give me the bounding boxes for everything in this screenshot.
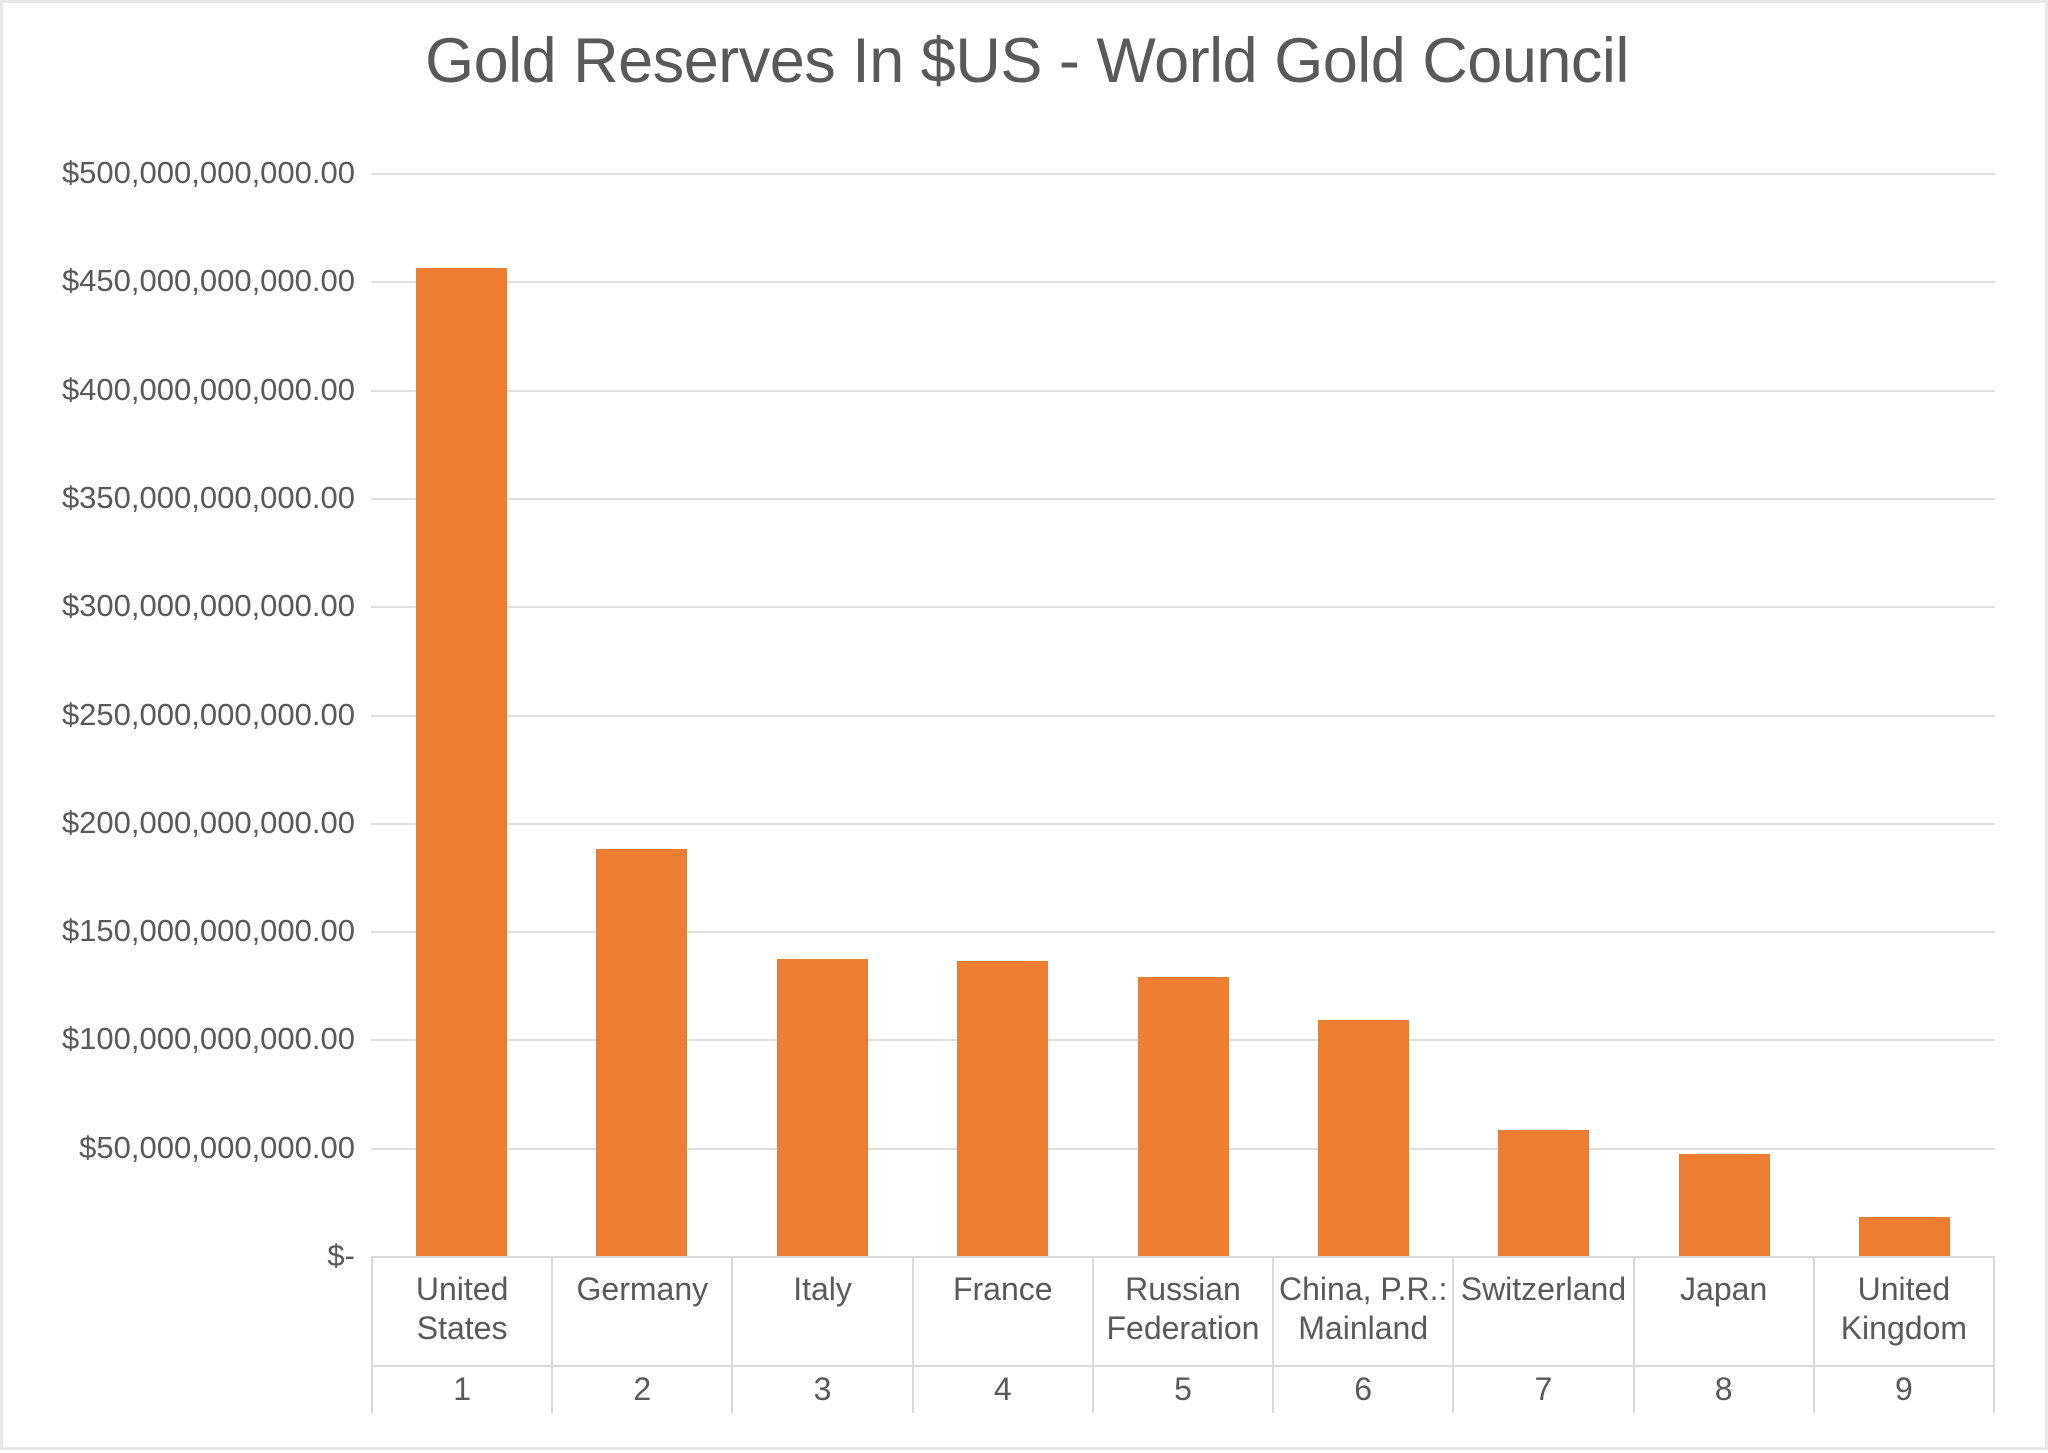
x-axis-category-cell: France 4 [913, 1258, 1094, 1413]
x-axis-category-label: Italy [793, 1271, 852, 1307]
x-axis-category-cell: United Kingdom 9 [1814, 1258, 1995, 1413]
bar[interactable] [957, 961, 1049, 1256]
y-axis-tick-label: $300,000,000,000.00 [61, 588, 355, 624]
y-axis-tick-label: $50,000,000,000.00 [79, 1129, 355, 1165]
x-axis-category-cell: Russian Federation 5 [1093, 1258, 1275, 1413]
x-axis-rank-box: 7 [1454, 1364, 1633, 1413]
gridline [371, 714, 1995, 717]
x-axis-category-label: United States [415, 1271, 509, 1347]
y-axis: $- $50,000,000,000.00 $100,000,000,000.00 $… [3, 3, 355, 1453]
gridline [371, 822, 1995, 825]
x-axis-rank-label: 3 [813, 1371, 832, 1408]
x-axis-category-cell: Switzerland 7 [1454, 1258, 1635, 1413]
x-axis-category-name-box: China, P.R.: Mainland [1274, 1258, 1452, 1365]
x-axis-category-label: Germany [576, 1271, 709, 1307]
x-axis-rank-label: 7 [1534, 1371, 1553, 1408]
x-axis-category-name-box: Italy [733, 1258, 911, 1365]
x-axis-rank-label: 8 [1714, 1371, 1733, 1408]
y-axis-tick-label: $150,000,000,000.00 [61, 913, 355, 949]
x-axis-category-cell: United States 1 [373, 1258, 554, 1413]
x-axis-category-label: France [952, 1271, 1053, 1307]
x-axis-category-cell: Italy 3 [733, 1258, 914, 1413]
x-axis-rank-label: 2 [633, 1371, 652, 1408]
y-axis-tick-label: $250,000,000,000.00 [61, 696, 355, 732]
gridline [371, 497, 1995, 500]
x-axis-category-label: Japan [1680, 1271, 1768, 1307]
x-axis-rank-box: 6 [1274, 1364, 1453, 1413]
x-axis-category-cell: Japan 8 [1634, 1258, 1815, 1413]
y-axis-tick-label: $200,000,000,000.00 [61, 804, 355, 840]
x-axis-rank-label: 9 [1894, 1371, 1913, 1408]
gridline [371, 389, 1995, 392]
bar[interactable] [776, 959, 868, 1256]
gridline [371, 606, 1995, 609]
bar[interactable] [596, 848, 688, 1256]
y-axis-tick-label: $100,000,000,000.00 [61, 1021, 355, 1057]
x-axis-rank-label: 4 [993, 1371, 1012, 1408]
x-axis-category-label: Russian Federation [1106, 1271, 1260, 1347]
bar[interactable] [1678, 1154, 1770, 1256]
x-axis-category-name-box: Switzerland [1454, 1258, 1632, 1365]
x-axis-category-table: United States 1 Germany 2 Italy 3 France 4 Russi… [371, 1256, 1995, 1413]
y-axis-tick-label: $450,000,000,000.00 [61, 263, 355, 299]
bar[interactable] [1317, 1019, 1409, 1256]
plot-area [371, 173, 1995, 1256]
x-axis-rank-box: 3 [733, 1364, 912, 1413]
x-axis-rank-label: 6 [1354, 1371, 1373, 1408]
x-axis-rank-box: 5 [1093, 1364, 1273, 1413]
x-axis-category-cell: China, P.R.: Mainland 6 [1274, 1258, 1455, 1413]
x-axis-category-label: Switzerland [1460, 1271, 1627, 1307]
x-axis-rank-label: 5 [1174, 1371, 1192, 1408]
y-axis-tick-label: $500,000,000,000.00 [61, 155, 355, 190]
bar[interactable] [1498, 1130, 1590, 1256]
bar[interactable] [1859, 1217, 1951, 1256]
gridline [371, 931, 1995, 934]
x-axis-rank-label: 1 [453, 1371, 471, 1408]
x-axis-category-cell: Germany 2 [553, 1258, 734, 1413]
y-axis-tick-label: $- [327, 1238, 355, 1273]
y-axis-tick-label: $400,000,000,000.00 [61, 371, 355, 407]
x-axis-rank-box: 1 [373, 1364, 552, 1413]
x-axis-category-label: United Kingdom [1840, 1271, 1967, 1347]
bar[interactable] [1137, 976, 1229, 1256]
x-axis-rank-box: 2 [553, 1364, 732, 1413]
x-axis-rank-box: 8 [1634, 1364, 1813, 1413]
x-axis-rank-box: 4 [913, 1364, 1092, 1413]
x-axis-category-name-box: France [914, 1258, 1092, 1365]
chart-title: Gold Reserves In $US - World Gold Counci… [425, 26, 1629, 96]
gridline [371, 281, 1995, 284]
x-axis-category-name-box: United States [373, 1258, 551, 1365]
x-axis-rank-box: 9 [1814, 1364, 1993, 1413]
bar[interactable] [415, 268, 507, 1256]
x-axis-category-name-box: United Kingdom [1815, 1258, 1993, 1365]
x-axis-category-label: China, P.R.: Mainland [1279, 1271, 1448, 1347]
y-axis-tick-label: $350,000,000,000.00 [61, 479, 355, 515]
x-axis-category-name-box: Russian Federation [1094, 1258, 1272, 1365]
gridline [371, 173, 1995, 175]
x-axis-category-name-box: Germany [553, 1258, 731, 1365]
x-axis-category-name-box: Japan [1635, 1258, 1813, 1365]
